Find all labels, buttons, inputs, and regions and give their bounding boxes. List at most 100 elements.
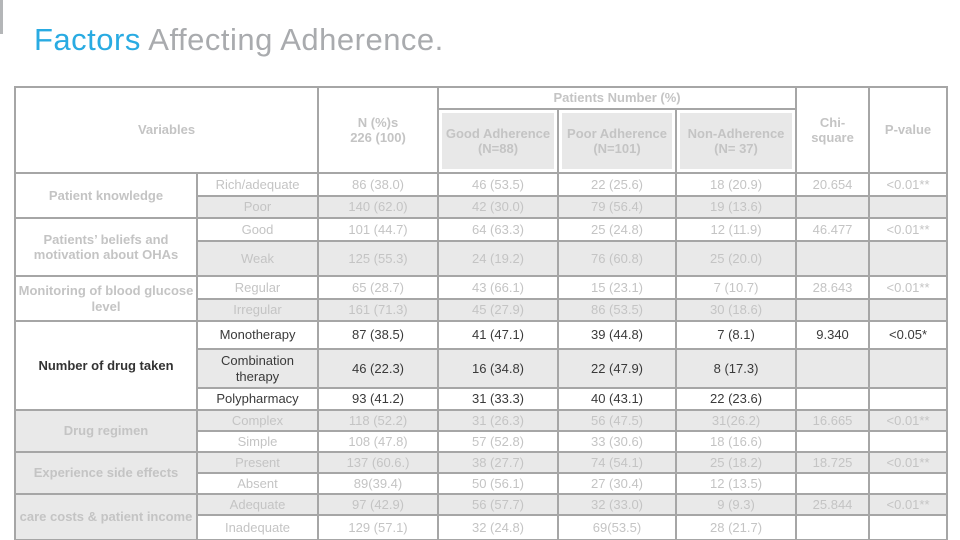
chi-square-cell: 18.725	[795, 451, 871, 474]
chi-square-cell	[795, 348, 871, 389]
table-row: Simple 108 (47.8) 57 (52.8) 33 (30.6) 18…	[15, 430, 949, 453]
p-value-cell	[868, 348, 949, 389]
n-cell: 97 (42.9)	[317, 493, 440, 516]
n-cell: 89(39.4)	[317, 472, 440, 495]
p-value-cell: <0.01**	[868, 493, 949, 516]
table-row: Patients’ beliefs and motivation about O…	[14, 217, 949, 277]
good-adherence-cell: 45 (27.9)	[437, 298, 560, 322]
good-adherence-header-cell: Good Adherence (N=88)	[437, 108, 560, 174]
poor-adherence-cell: 32 (33.0)	[557, 493, 678, 516]
good-adherence-cell: 42 (30.0)	[437, 195, 560, 219]
n-cell: 137 (60.6.)	[317, 451, 440, 474]
chi-header-line1: Chi-	[819, 114, 846, 130]
n-header-line1: N (%)s	[357, 114, 399, 130]
table-row: Poor 140 (62.0) 42 (30.0) 79 (56.4) 19 (…	[15, 195, 949, 219]
poor-adherence-cell: 79 (56.4)	[557, 195, 678, 219]
category-cell: Regular	[195, 275, 320, 300]
table-row: Drug regimen Complex 118 (52.2) 31 (26.3…	[14, 409, 949, 453]
p-value-header-cell: P-value	[868, 86, 949, 174]
p-value-cell: <0.05*	[868, 320, 949, 350]
variables-header-cell: Variables	[13, 86, 320, 174]
poor-adherence-cell: 25 (24.8)	[557, 217, 678, 242]
table-row: Polypharmacy 93 (41.2) 31 (33.3) 40 (43.…	[15, 387, 949, 411]
chi-square-cell	[795, 387, 871, 411]
poor-adherence-cell: 74 (54.1)	[557, 451, 678, 474]
p-value-cell: <0.01**	[868, 217, 949, 242]
n-header-cell: N (%)s 226 (100)	[317, 86, 440, 174]
table-row: Irregular 161 (71.3) 45 (27.9) 86 (53.5)…	[15, 298, 949, 322]
n-cell: 129 (57.1)	[317, 514, 440, 540]
poor-adherence-cell: 69(53.5)	[557, 514, 678, 540]
chi-square-cell: 25.844	[795, 493, 871, 516]
n-cell: 87 (38.5)	[317, 320, 440, 350]
p-value-cell	[868, 514, 949, 540]
header-row-sub: Good Adherence (N=88) Poor Adherence (N=…	[15, 108, 947, 174]
non-adherence-cell: 18 (20.9)	[675, 172, 798, 197]
category-cell: Irregular	[195, 298, 320, 322]
non-adherence-cell: 12 (11.9)	[675, 217, 798, 242]
table-row: Patient knowledge Rich/adequate 86 (38.0…	[14, 172, 949, 219]
n-cell: 140 (62.0)	[317, 195, 440, 219]
non-adherence-cell: 31(26.2)	[675, 409, 798, 432]
chi-square-cell	[795, 514, 871, 540]
chi-square-header-cell: Chi- square	[795, 86, 871, 174]
non-adherence-cell: 25 (20.0)	[675, 240, 798, 277]
non-adherence-cell: 25 (18.2)	[675, 451, 798, 474]
good-adherence-cell: 57 (52.8)	[437, 430, 560, 453]
n-cell: 46 (22.3)	[317, 348, 440, 389]
category-cell: Weak	[195, 240, 320, 277]
non-adherence-cell: 22 (23.6)	[675, 387, 798, 411]
category-cell: Polypharmacy	[195, 387, 320, 411]
poor-adherence-cell: 15 (23.1)	[557, 275, 678, 300]
n-cell: 93 (41.2)	[317, 387, 440, 411]
chi-square-cell: 9.340	[795, 320, 871, 350]
poor-adherence-header-cell: Poor Adherence (N=101)	[557, 108, 678, 174]
variable-cell: Monitoring of blood glucose level	[14, 275, 198, 322]
chi-square-cell	[795, 195, 871, 219]
n-cell: 125 (55.3)	[317, 240, 440, 277]
good-adherence-cell: 32 (24.8)	[437, 514, 560, 540]
chi-square-cell	[795, 240, 871, 277]
p-value-cell: <0.01**	[868, 275, 949, 300]
category-cell: Combination therapy	[195, 348, 320, 389]
chi-square-cell	[795, 430, 871, 453]
chi-square-cell: 20.654	[795, 172, 871, 197]
variable-cell: care costs & patient income	[14, 493, 198, 540]
non-adherence-cell: 7 (10.7)	[675, 275, 798, 300]
p-value-cell	[868, 195, 949, 219]
category-cell: Complex	[195, 409, 320, 432]
p-value-cell: <0.01**	[868, 451, 949, 474]
n-cell: 101 (44.7)	[317, 217, 440, 242]
table-row: Combination therapy 46 (22.3) 16 (34.8) …	[15, 348, 949, 389]
non-adherence-cell: 9 (9.3)	[675, 493, 798, 516]
non-adherence-cell: 8 (17.3)	[675, 348, 798, 389]
n-cell: 65 (28.7)	[317, 275, 440, 300]
category-cell: Inadequate	[195, 514, 320, 540]
chi-square-cell: 46.477	[795, 217, 871, 242]
variable-cell: Patient knowledge	[14, 172, 198, 219]
table-row: Absent 89(39.4) 50 (56.1) 27 (30.4) 12 (…	[15, 472, 949, 495]
poor-adherence-cell: 39 (44.8)	[557, 320, 678, 350]
chi-square-cell: 16.665	[795, 409, 871, 432]
non-adherence-header-cell: Non-Adherence (N= 37)	[675, 108, 798, 174]
poor-adherence-cell: 56 (47.5)	[557, 409, 678, 432]
category-cell: Simple	[195, 430, 320, 453]
poor-adherence-cell: 27 (30.4)	[557, 472, 678, 495]
adherence-factors-table: Variables N (%)s 226 (100) Patients Numb…	[13, 86, 949, 540]
p-value-cell: <0.01**	[868, 409, 949, 432]
p-value-cell	[868, 472, 949, 495]
good-adherence-cell: 24 (19.2)	[437, 240, 560, 277]
poor-adherence-cell: 33 (30.6)	[557, 430, 678, 453]
page-title: Factors Affecting Adherence.	[34, 22, 444, 58]
good-adherence-cell: 56 (57.7)	[437, 493, 560, 516]
chi-square-cell: 28.643	[795, 275, 871, 300]
category-cell: Rich/adequate	[195, 172, 320, 197]
good-adherence-cell: 16 (34.8)	[437, 348, 560, 389]
good-adherence-cell: 46 (53.5)	[437, 172, 560, 197]
poor-adherence-cell: 86 (53.5)	[557, 298, 678, 322]
non-adherence-cell: 28 (21.7)	[675, 514, 798, 540]
good-adherence-cell: 31 (33.3)	[437, 387, 560, 411]
category-cell: Poor	[195, 195, 320, 219]
table-row: Monitoring of blood glucose level Regula…	[14, 275, 949, 322]
